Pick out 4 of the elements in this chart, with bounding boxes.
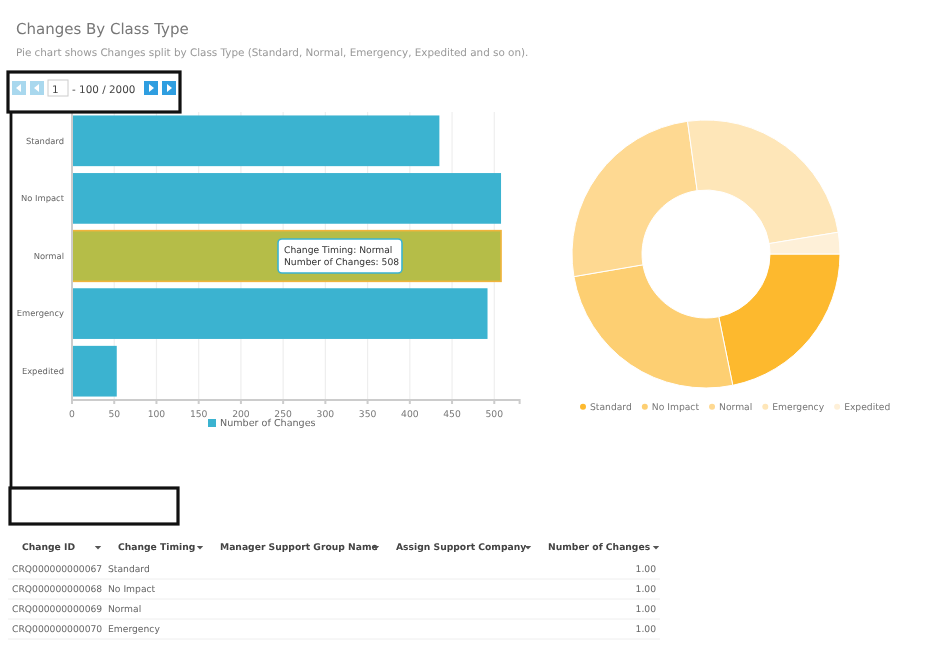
bar xyxy=(72,288,488,339)
bar xyxy=(72,173,502,224)
bar xyxy=(72,345,117,397)
bar xyxy=(72,115,440,167)
